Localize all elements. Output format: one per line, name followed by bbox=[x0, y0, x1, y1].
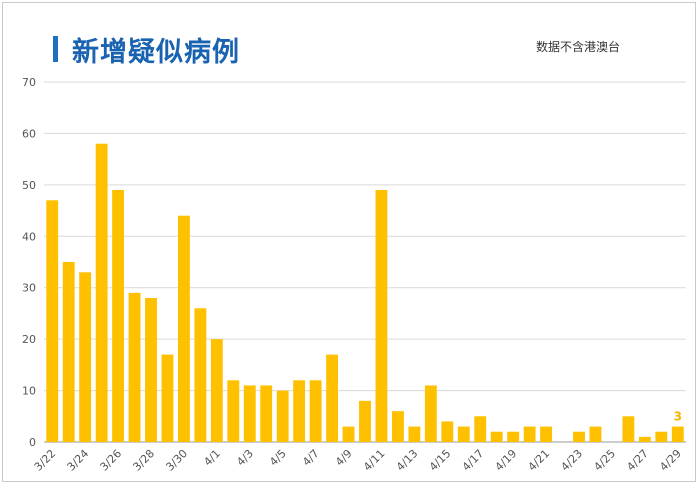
bar bbox=[210, 339, 223, 442]
data-label: 3 bbox=[674, 410, 682, 424]
bar bbox=[359, 400, 371, 442]
bar bbox=[260, 385, 273, 442]
bar bbox=[391, 411, 404, 442]
x-tick-label: 4/25 bbox=[591, 447, 618, 474]
data-note: 数据不含港澳台 bbox=[536, 40, 621, 54]
bar bbox=[507, 431, 520, 442]
title-accent-bar bbox=[53, 36, 58, 62]
bar bbox=[441, 421, 454, 442]
y-tick-label: 50 bbox=[22, 179, 36, 192]
x-tick-label: 3/30 bbox=[163, 447, 190, 474]
x-tick-label: 4/9 bbox=[333, 447, 355, 469]
bar bbox=[671, 426, 684, 442]
bar bbox=[408, 426, 421, 442]
bar bbox=[474, 416, 487, 442]
bar bbox=[128, 292, 141, 442]
y-tick-label: 30 bbox=[22, 282, 36, 295]
bar bbox=[540, 426, 553, 442]
bar bbox=[490, 431, 503, 442]
bar bbox=[145, 298, 157, 442]
bar bbox=[161, 354, 174, 442]
x-tick-label: 3/28 bbox=[130, 447, 157, 474]
chart-title: 新增疑似病例 bbox=[72, 37, 240, 68]
bars bbox=[46, 143, 684, 442]
bar bbox=[276, 390, 289, 442]
x-tick-label: 3/24 bbox=[65, 447, 92, 474]
bar bbox=[79, 272, 92, 442]
bar bbox=[95, 143, 108, 442]
bar bbox=[243, 385, 256, 442]
bar bbox=[589, 426, 602, 442]
y-axis-ticks: 0 10 20 30 40 50 60 70 bbox=[22, 76, 36, 449]
bar bbox=[523, 426, 536, 442]
bar bbox=[293, 380, 306, 442]
data-labels: 3 bbox=[674, 410, 682, 424]
x-tick-label: 4/11 bbox=[361, 447, 388, 474]
y-tick-label: 70 bbox=[22, 76, 36, 89]
bar bbox=[46, 200, 59, 442]
y-tick-label: 0 bbox=[29, 436, 36, 449]
y-tick-label: 10 bbox=[22, 385, 36, 398]
bar bbox=[194, 308, 207, 442]
bar bbox=[227, 380, 240, 442]
y-tick-label: 20 bbox=[22, 333, 36, 346]
bar bbox=[573, 431, 585, 442]
bar bbox=[342, 426, 355, 442]
x-tick-label: 4/3 bbox=[234, 447, 256, 469]
x-tick-label: 4/19 bbox=[493, 447, 520, 474]
x-tick-label: 4/7 bbox=[300, 447, 322, 469]
x-tick-label: 3/22 bbox=[32, 447, 59, 474]
x-tick-label: 3/26 bbox=[98, 447, 125, 474]
bar bbox=[326, 354, 339, 442]
bar bbox=[638, 436, 651, 442]
bar bbox=[424, 385, 437, 442]
x-tick-label: 4/17 bbox=[460, 447, 487, 474]
y-tick-label: 60 bbox=[22, 127, 36, 140]
x-tick-label: 4/1 bbox=[201, 447, 223, 469]
x-axis-ticks: 3/22 3/24 3/26 3/28 3/30 4/1 4/3 4/5 4/7 4/9 4/11 4… bbox=[32, 447, 684, 474]
x-tick-label: 4/27 bbox=[624, 447, 651, 474]
x-tick-label: 4/23 bbox=[558, 447, 585, 474]
bar bbox=[622, 416, 635, 442]
y-tick-label: 40 bbox=[22, 230, 36, 243]
x-tick-label: 4/15 bbox=[427, 447, 454, 474]
bar bbox=[112, 190, 125, 442]
bar bbox=[457, 426, 470, 442]
bar bbox=[309, 380, 322, 442]
bar bbox=[177, 215, 190, 442]
bar bbox=[375, 190, 388, 442]
x-tick-label: 4/5 bbox=[267, 447, 289, 469]
x-tick-label: 4/13 bbox=[394, 447, 421, 474]
bar bbox=[62, 262, 75, 442]
bar bbox=[655, 431, 668, 442]
x-tick-label: 4/29 bbox=[657, 447, 684, 474]
x-tick-label: 4/21 bbox=[526, 447, 553, 474]
